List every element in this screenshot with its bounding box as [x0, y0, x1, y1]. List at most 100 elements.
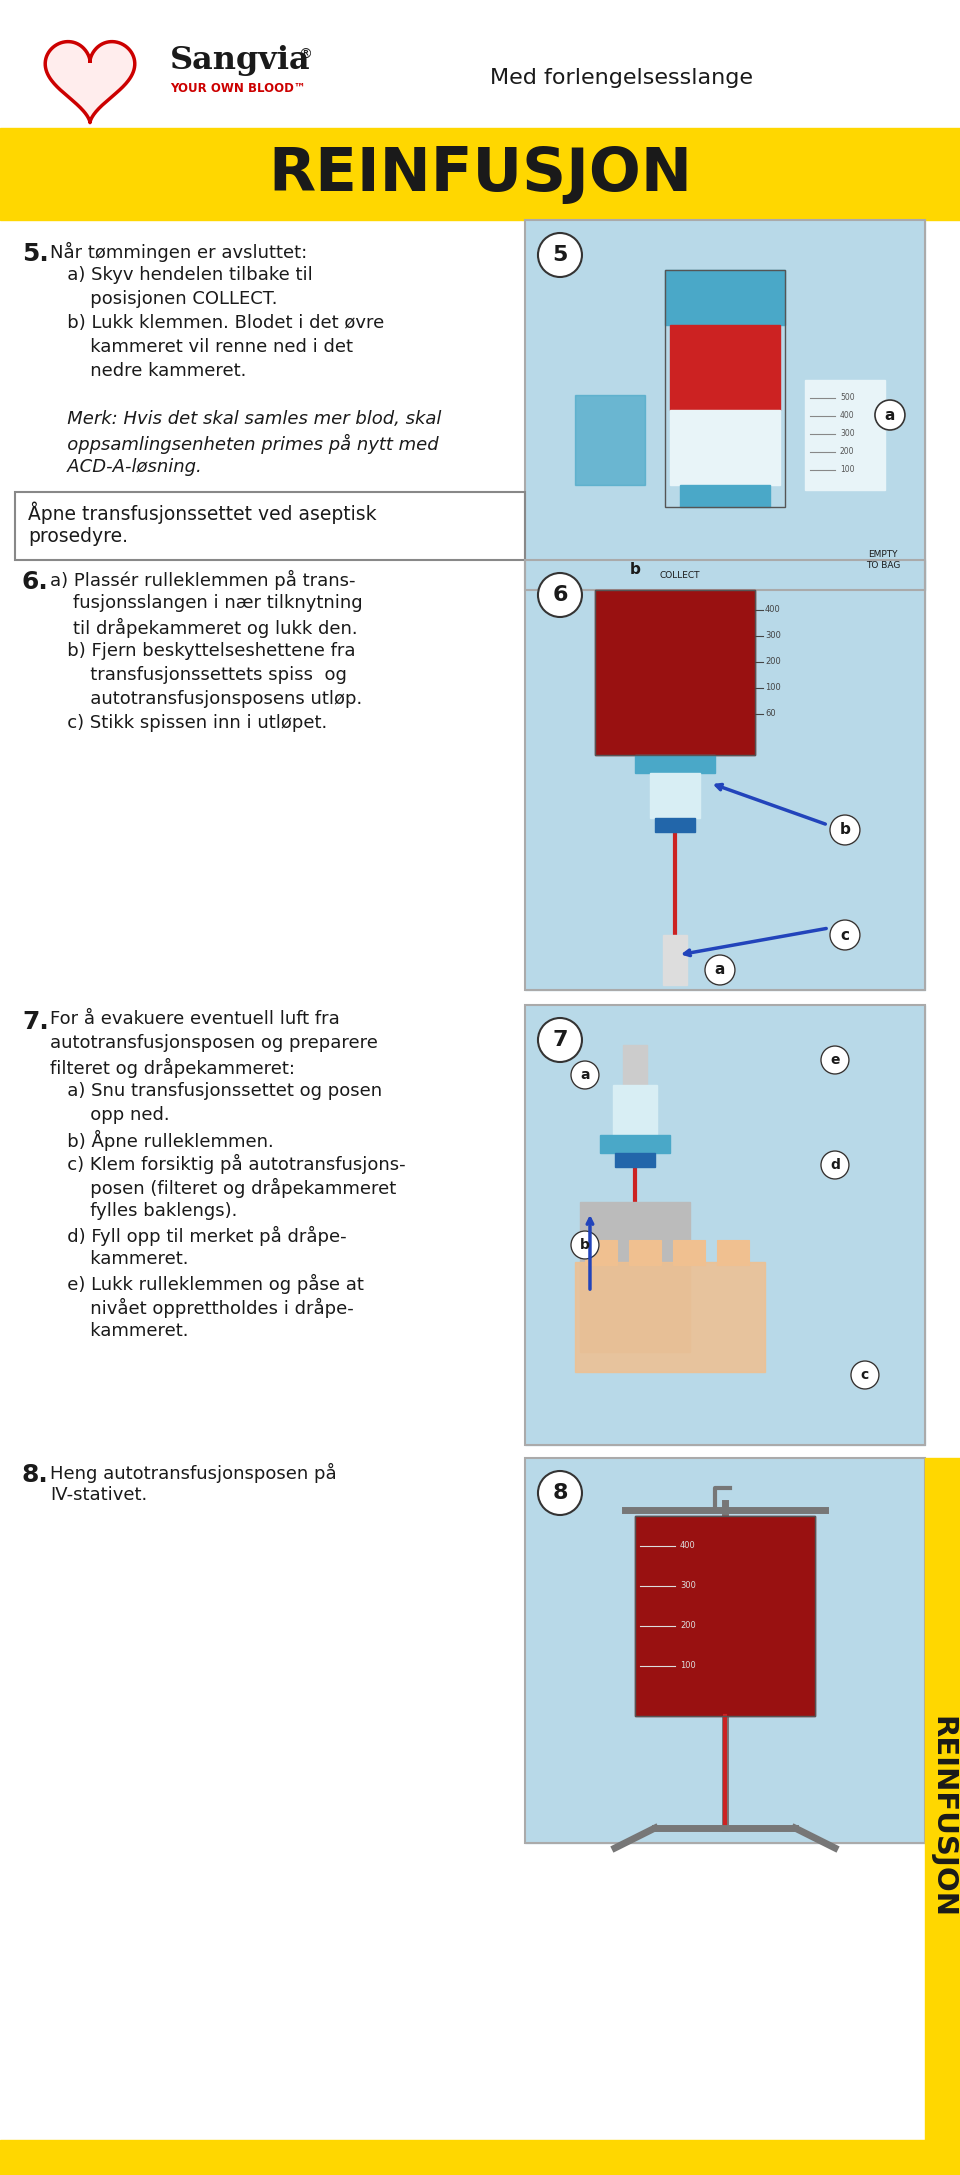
Text: ACD-A-løsning.: ACD-A-løsning.	[50, 459, 202, 476]
Text: d) Fyll opp til merket på dråpe-: d) Fyll opp til merket på dråpe-	[50, 1227, 347, 1246]
Bar	[623, 1044, 647, 1085]
Text: til dråpekammeret og lukk den.: til dråpekammeret og lukk den.	[50, 618, 358, 637]
Text: Med forlengelsesslange: Med forlengelsesslange	[490, 67, 753, 87]
Text: 300: 300	[840, 428, 854, 439]
Text: nivået opprettholdes i dråpe-: nivået opprettholdes i dråpe-	[50, 1298, 353, 1318]
Circle shape	[821, 1151, 849, 1179]
Text: Når tømmingen er avsluttet:: Når tømmingen er avsluttet:	[50, 241, 307, 261]
Text: 200: 200	[680, 1623, 696, 1631]
Text: filteret og dråpekammeret:: filteret og dråpekammeret:	[50, 1057, 295, 1079]
Bar	[575, 1262, 765, 1372]
Text: a) Skyv hendelen tilbake til: a) Skyv hendelen tilbake til	[50, 265, 313, 285]
Bar	[0, 2140, 924, 2175]
Circle shape	[538, 1470, 582, 1516]
Bar	[525, 1005, 924, 1444]
Bar	[525, 1457, 924, 1842]
Bar	[673, 1240, 705, 1266]
Text: c) Klem forsiktig på autotransfusjons-: c) Klem forsiktig på autotransfusjons-	[50, 1155, 406, 1174]
Text: kammeret.: kammeret.	[50, 1322, 188, 1340]
Text: e) Lukk rulleklemmen og påse at: e) Lukk rulleklemmen og påse at	[50, 1275, 364, 1294]
Bar	[804, 381, 885, 489]
Text: transfusjonssettets spiss  og: transfusjonssettets spiss og	[50, 666, 347, 683]
Text: fylles baklengs).: fylles baklengs).	[50, 1203, 237, 1220]
Text: Merk: Hvis det skal samles mer blod, skal: Merk: Hvis det skal samles mer blod, ska…	[50, 411, 442, 428]
Text: e: e	[830, 1053, 840, 1068]
Bar	[670, 411, 780, 485]
Text: 5: 5	[552, 246, 567, 265]
Text: posisjonen COLLECT.: posisjonen COLLECT.	[50, 289, 277, 309]
Text: 8: 8	[552, 1483, 567, 1503]
Text: 200: 200	[840, 448, 854, 457]
Circle shape	[875, 400, 905, 431]
Text: YOUR OWN BLOOD™: YOUR OWN BLOOD™	[170, 83, 305, 96]
Bar	[525, 559, 924, 990]
Text: 60: 60	[765, 709, 776, 718]
Text: 200: 200	[765, 657, 780, 666]
Text: c: c	[861, 1368, 869, 1381]
Text: b: b	[630, 563, 640, 579]
Bar	[665, 270, 785, 507]
Text: 400: 400	[765, 605, 780, 616]
Bar	[717, 1240, 749, 1266]
Text: c: c	[840, 927, 850, 942]
Bar	[663, 935, 687, 985]
Bar	[635, 1516, 815, 1716]
Text: b: b	[839, 822, 851, 837]
Circle shape	[851, 1362, 879, 1390]
Bar	[525, 1457, 924, 1842]
Polygon shape	[45, 41, 134, 122]
Bar	[595, 589, 755, 755]
Text: 6.: 6.	[22, 570, 49, 594]
Bar	[615, 1153, 655, 1168]
Bar	[575, 396, 645, 485]
Text: b) Åpne rulleklemmen.: b) Åpne rulleklemmen.	[50, 1131, 274, 1151]
Text: a: a	[715, 964, 725, 977]
Text: posen (filteret og dråpekammeret: posen (filteret og dråpekammeret	[50, 1179, 396, 1198]
Text: 7.: 7.	[22, 1009, 49, 1033]
Bar	[525, 220, 924, 589]
Circle shape	[821, 1046, 849, 1074]
Text: a) Plassér rulleklemmen på trans-: a) Plassér rulleklemmen på trans-	[50, 570, 355, 589]
Bar	[613, 1085, 657, 1135]
Text: EMPTY
TO BAG: EMPTY TO BAG	[866, 550, 900, 570]
Text: 500: 500	[840, 394, 854, 402]
Text: b) Lukk klemmen. Blodet i det øvre: b) Lukk klemmen. Blodet i det øvre	[50, 313, 384, 333]
Text: 8.: 8.	[22, 1464, 49, 1488]
Bar	[924, 1457, 960, 2175]
Bar	[525, 559, 924, 990]
Text: 400: 400	[840, 411, 854, 420]
Text: 400: 400	[680, 1542, 696, 1551]
Text: 100: 100	[680, 1662, 696, 1670]
Text: ®: ®	[298, 48, 312, 63]
Circle shape	[571, 1231, 599, 1259]
Text: 100: 100	[840, 465, 854, 474]
Text: d: d	[830, 1157, 840, 1172]
Bar	[525, 1005, 924, 1444]
Bar	[680, 485, 770, 507]
Text: Åpne transfusjonssettet ved aseptisk
prosedyre.: Åpne transfusjonssettet ved aseptisk pro…	[28, 502, 376, 546]
Text: b) Fjern beskyttelseshettene fra: b) Fjern beskyttelseshettene fra	[50, 642, 355, 659]
Circle shape	[538, 572, 582, 618]
Bar	[650, 772, 700, 818]
Text: 300: 300	[680, 1581, 696, 1590]
Bar	[635, 1516, 815, 1716]
Circle shape	[538, 233, 582, 276]
Bar	[655, 818, 695, 833]
Bar	[629, 1240, 661, 1266]
Circle shape	[830, 816, 860, 846]
Text: a) Snu transfusjonssettet og posen: a) Snu transfusjonssettet og posen	[50, 1081, 382, 1101]
Bar	[600, 1135, 670, 1153]
Circle shape	[571, 1061, 599, 1090]
Circle shape	[538, 1018, 582, 1061]
Circle shape	[705, 955, 735, 985]
Text: Sangvia: Sangvia	[170, 46, 311, 76]
Text: For å evakuere eventuell luft fra: For å evakuere eventuell luft fra	[50, 1009, 340, 1029]
Text: COLLECT: COLLECT	[660, 570, 700, 579]
Text: opp ned.: opp ned.	[50, 1107, 170, 1124]
Text: 100: 100	[765, 683, 780, 692]
Text: 5.: 5.	[22, 241, 49, 265]
Text: autotransfusjonsposens utløp.: autotransfusjonsposens utløp.	[50, 689, 362, 709]
Text: b: b	[580, 1238, 589, 1253]
Text: c) Stikk spissen inn i utløpet.: c) Stikk spissen inn i utløpet.	[50, 713, 327, 733]
Text: 6: 6	[552, 585, 567, 605]
